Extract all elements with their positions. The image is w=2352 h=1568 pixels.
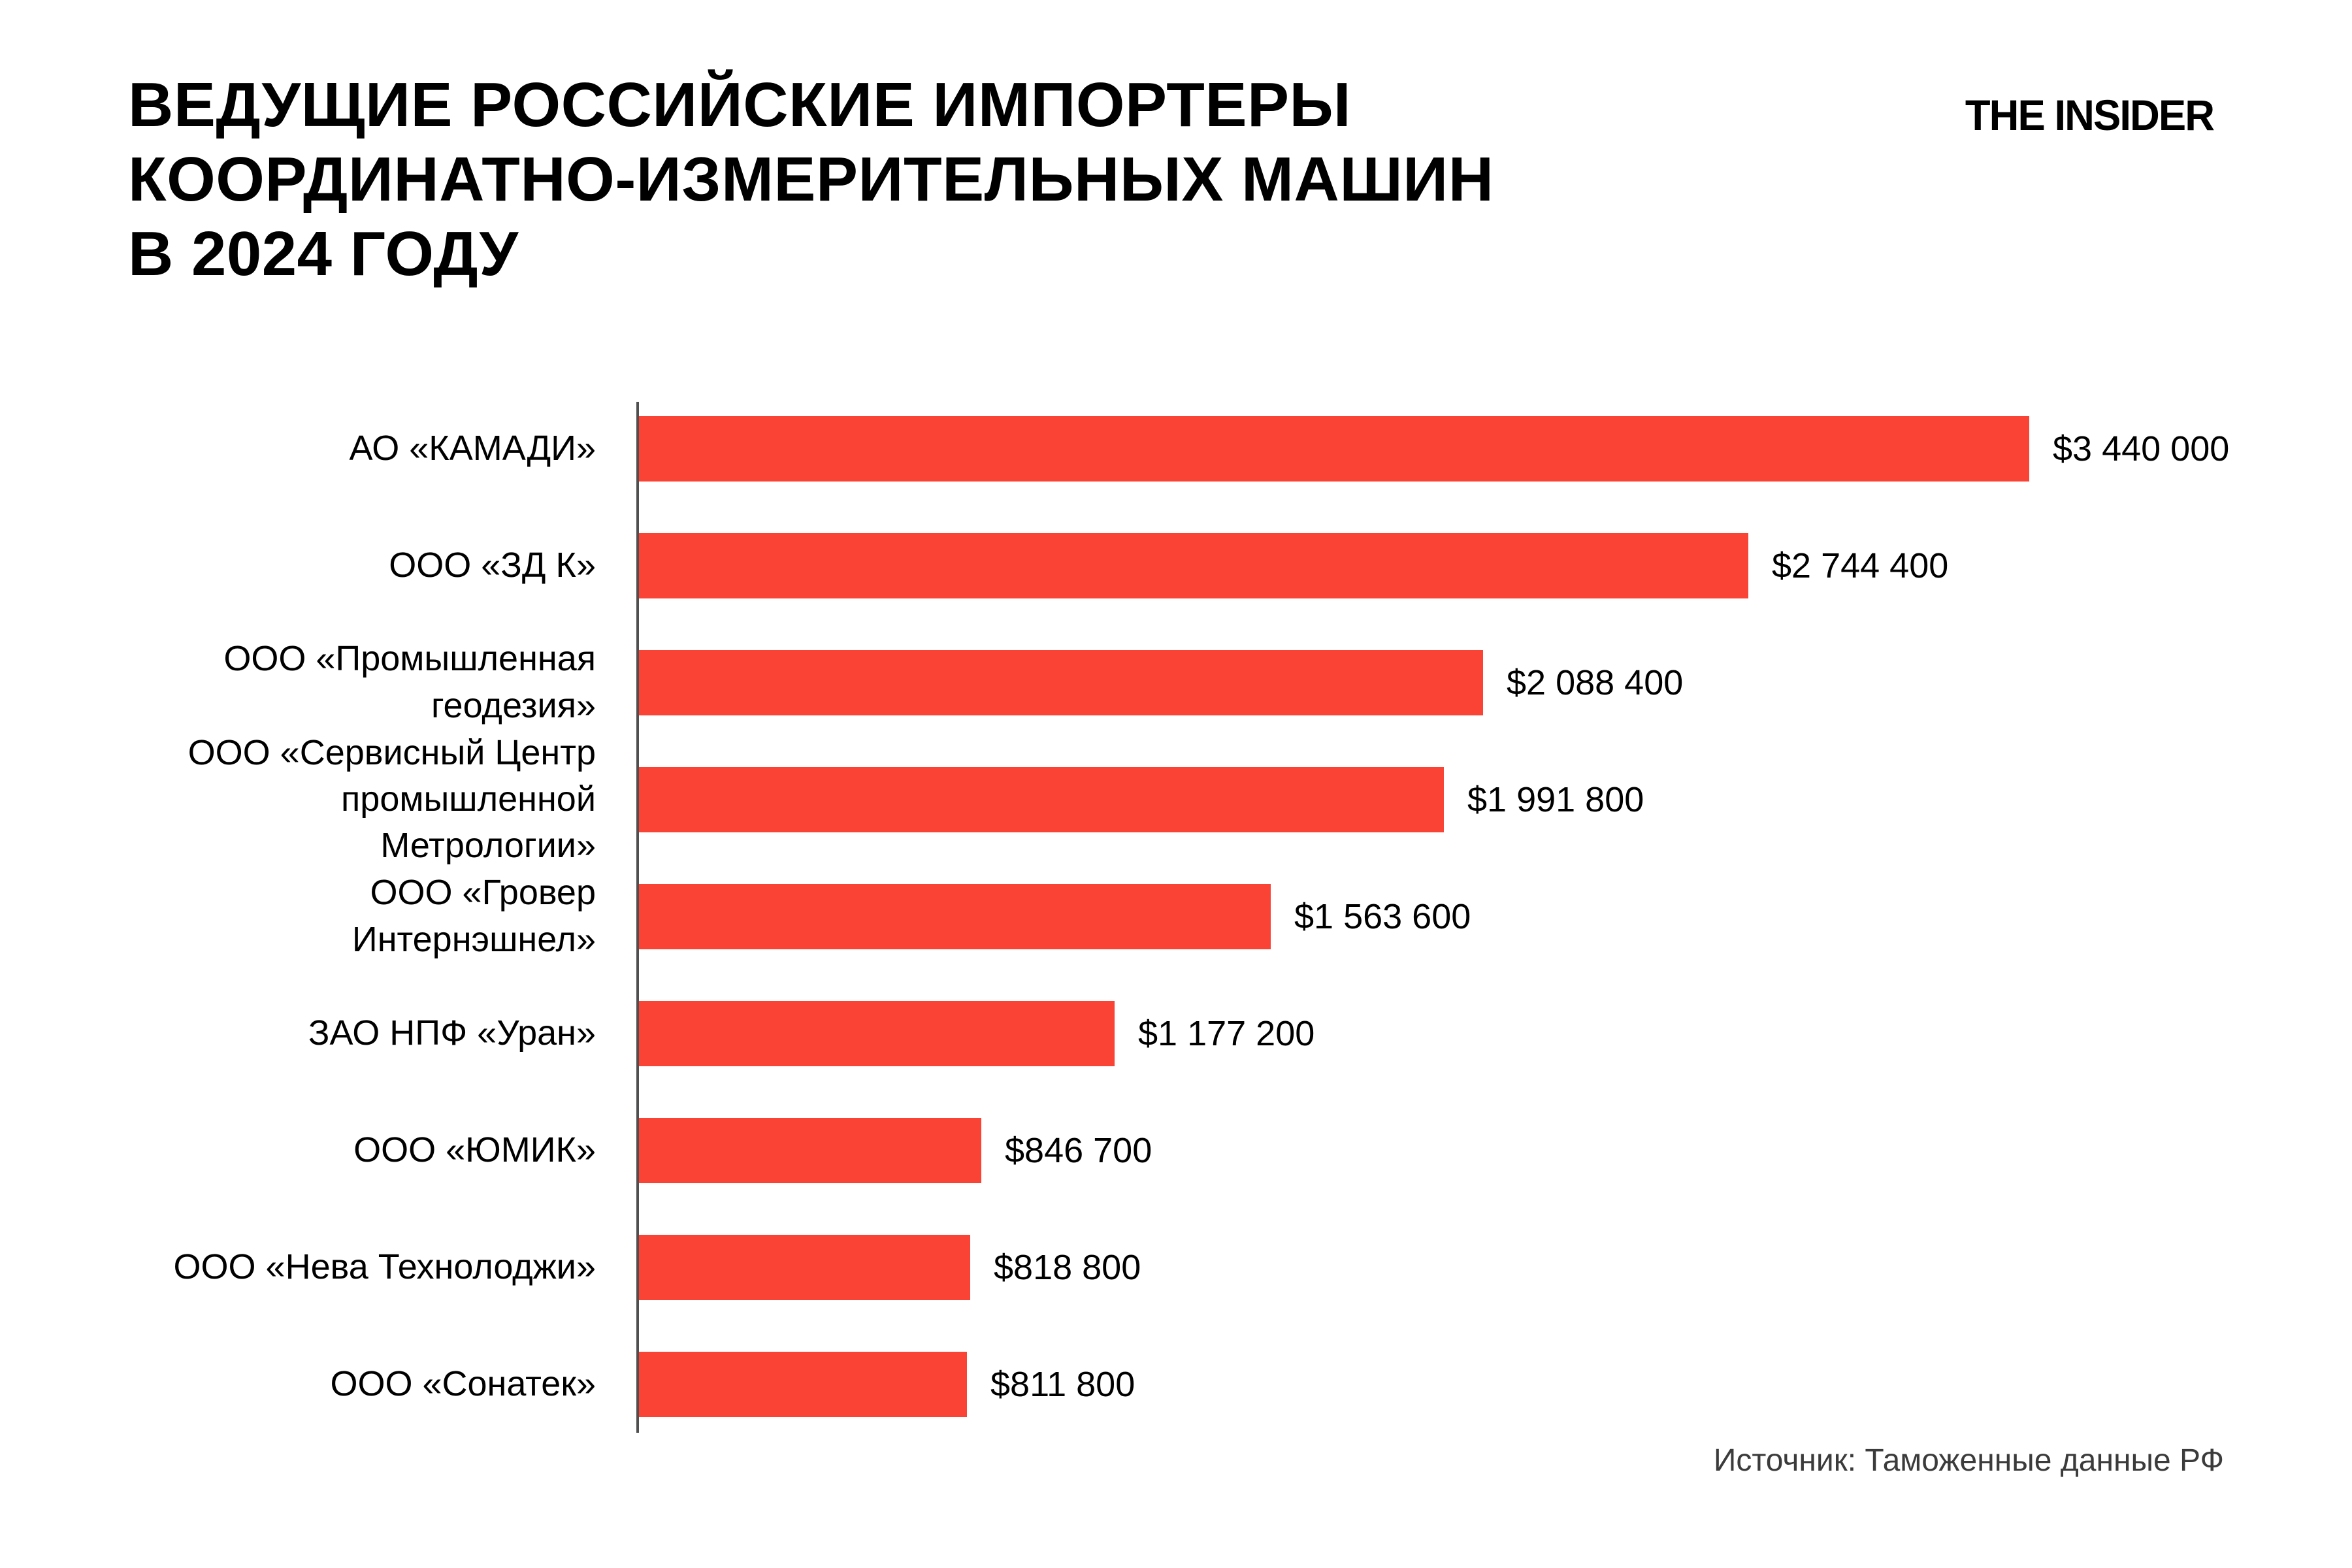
chart-title: ВЕДУЩИЕ РОССИЙСКИЕ ИМПОРТЕРЫ КООРДИНАТНО…: [128, 70, 1494, 289]
value-label: $3 440 000: [2053, 429, 2230, 468]
chart-row: ООО «Сервисный Центр промышленной Метрол…: [131, 733, 2261, 866]
bar-area: $3 440 000: [638, 390, 2261, 507]
bar-chart: АО «КАМАДИ» $3 440 000 ООО «ЗД К» $2 744 40…: [131, 390, 2261, 1443]
bar: [639, 1351, 967, 1417]
bar: [639, 1117, 981, 1183]
category-label: ООО «ЗД К»: [389, 545, 596, 585]
bar: [639, 416, 2029, 482]
chart-row: ООО «Сонатек» $811 800: [131, 1326, 2261, 1443]
bar: [639, 532, 1748, 598]
source-caption: Источник: Таможенные данные РФ: [1713, 1443, 2224, 1478]
bar-area: $1 563 600: [638, 858, 2261, 975]
value-label: $2 744 400: [1772, 546, 1949, 585]
value-label: $846 700: [1005, 1130, 1152, 1170]
bar-area: $818 800: [638, 1209, 2261, 1326]
bar: [639, 1000, 1115, 1066]
bar-area: $2 744 400: [638, 507, 2261, 624]
value-label: $1 177 200: [1138, 1013, 1315, 1053]
category-label: ЗАО НПФ «Уран»: [308, 1013, 596, 1053]
y-axis-line: [636, 402, 639, 1433]
category-label: ООО «Сонатек»: [330, 1364, 596, 1403]
bar-area: $846 700: [638, 1092, 2261, 1209]
category-label: ООО «ЮМИК»: [353, 1130, 596, 1169]
category-label: ООО «Промышленная геодезия»: [223, 639, 596, 725]
chart-row: ЗАО НПФ «Уран» $1 177 200: [131, 975, 2261, 1092]
bar: [639, 766, 1444, 832]
category-label: АО «КАМАДИ»: [349, 428, 596, 468]
value-label: $818 800: [994, 1247, 1141, 1287]
bar-area: $1 177 200: [638, 975, 2261, 1092]
category-label: ООО «Сервисный Центр промышленной Метрол…: [188, 732, 596, 866]
bar-area: $2 088 400: [638, 624, 2261, 741]
category-label: ООО «Гровер Интернэшнел»: [351, 873, 596, 959]
chart-row: ООО «Гровер Интернэшнел» $1 563 600: [131, 858, 2261, 975]
bar-area: $811 800: [638, 1326, 2261, 1443]
chart-row: ООО «Промышленная геодезия» $2 088 400: [131, 624, 2261, 741]
bar: [639, 1234, 970, 1300]
value-label: $811 800: [990, 1364, 1135, 1404]
value-label: $1 563 600: [1294, 896, 1471, 936]
chart-row: АО «КАМАДИ» $3 440 000: [131, 390, 2261, 507]
chart-row: ООО «ЮМИК» $846 700: [131, 1092, 2261, 1209]
the-insider-logo: THE INSIDER: [1965, 91, 2215, 139]
value-label: $1 991 800: [1467, 779, 1644, 819]
bar: [639, 883, 1271, 949]
bar: [639, 649, 1483, 715]
value-label: $2 088 400: [1507, 662, 1684, 702]
chart-rows: АО «КАМАДИ» $3 440 000 ООО «ЗД К» $2 744 40…: [131, 390, 2261, 1443]
category-label: ООО «Нева Технолоджи»: [173, 1247, 596, 1286]
chart-row: ООО «ЗД К» $2 744 400: [131, 507, 2261, 624]
chart-row: ООО «Нева Технолоджи» $818 800: [131, 1209, 2261, 1326]
bar-area: $1 991 800: [638, 741, 2261, 858]
